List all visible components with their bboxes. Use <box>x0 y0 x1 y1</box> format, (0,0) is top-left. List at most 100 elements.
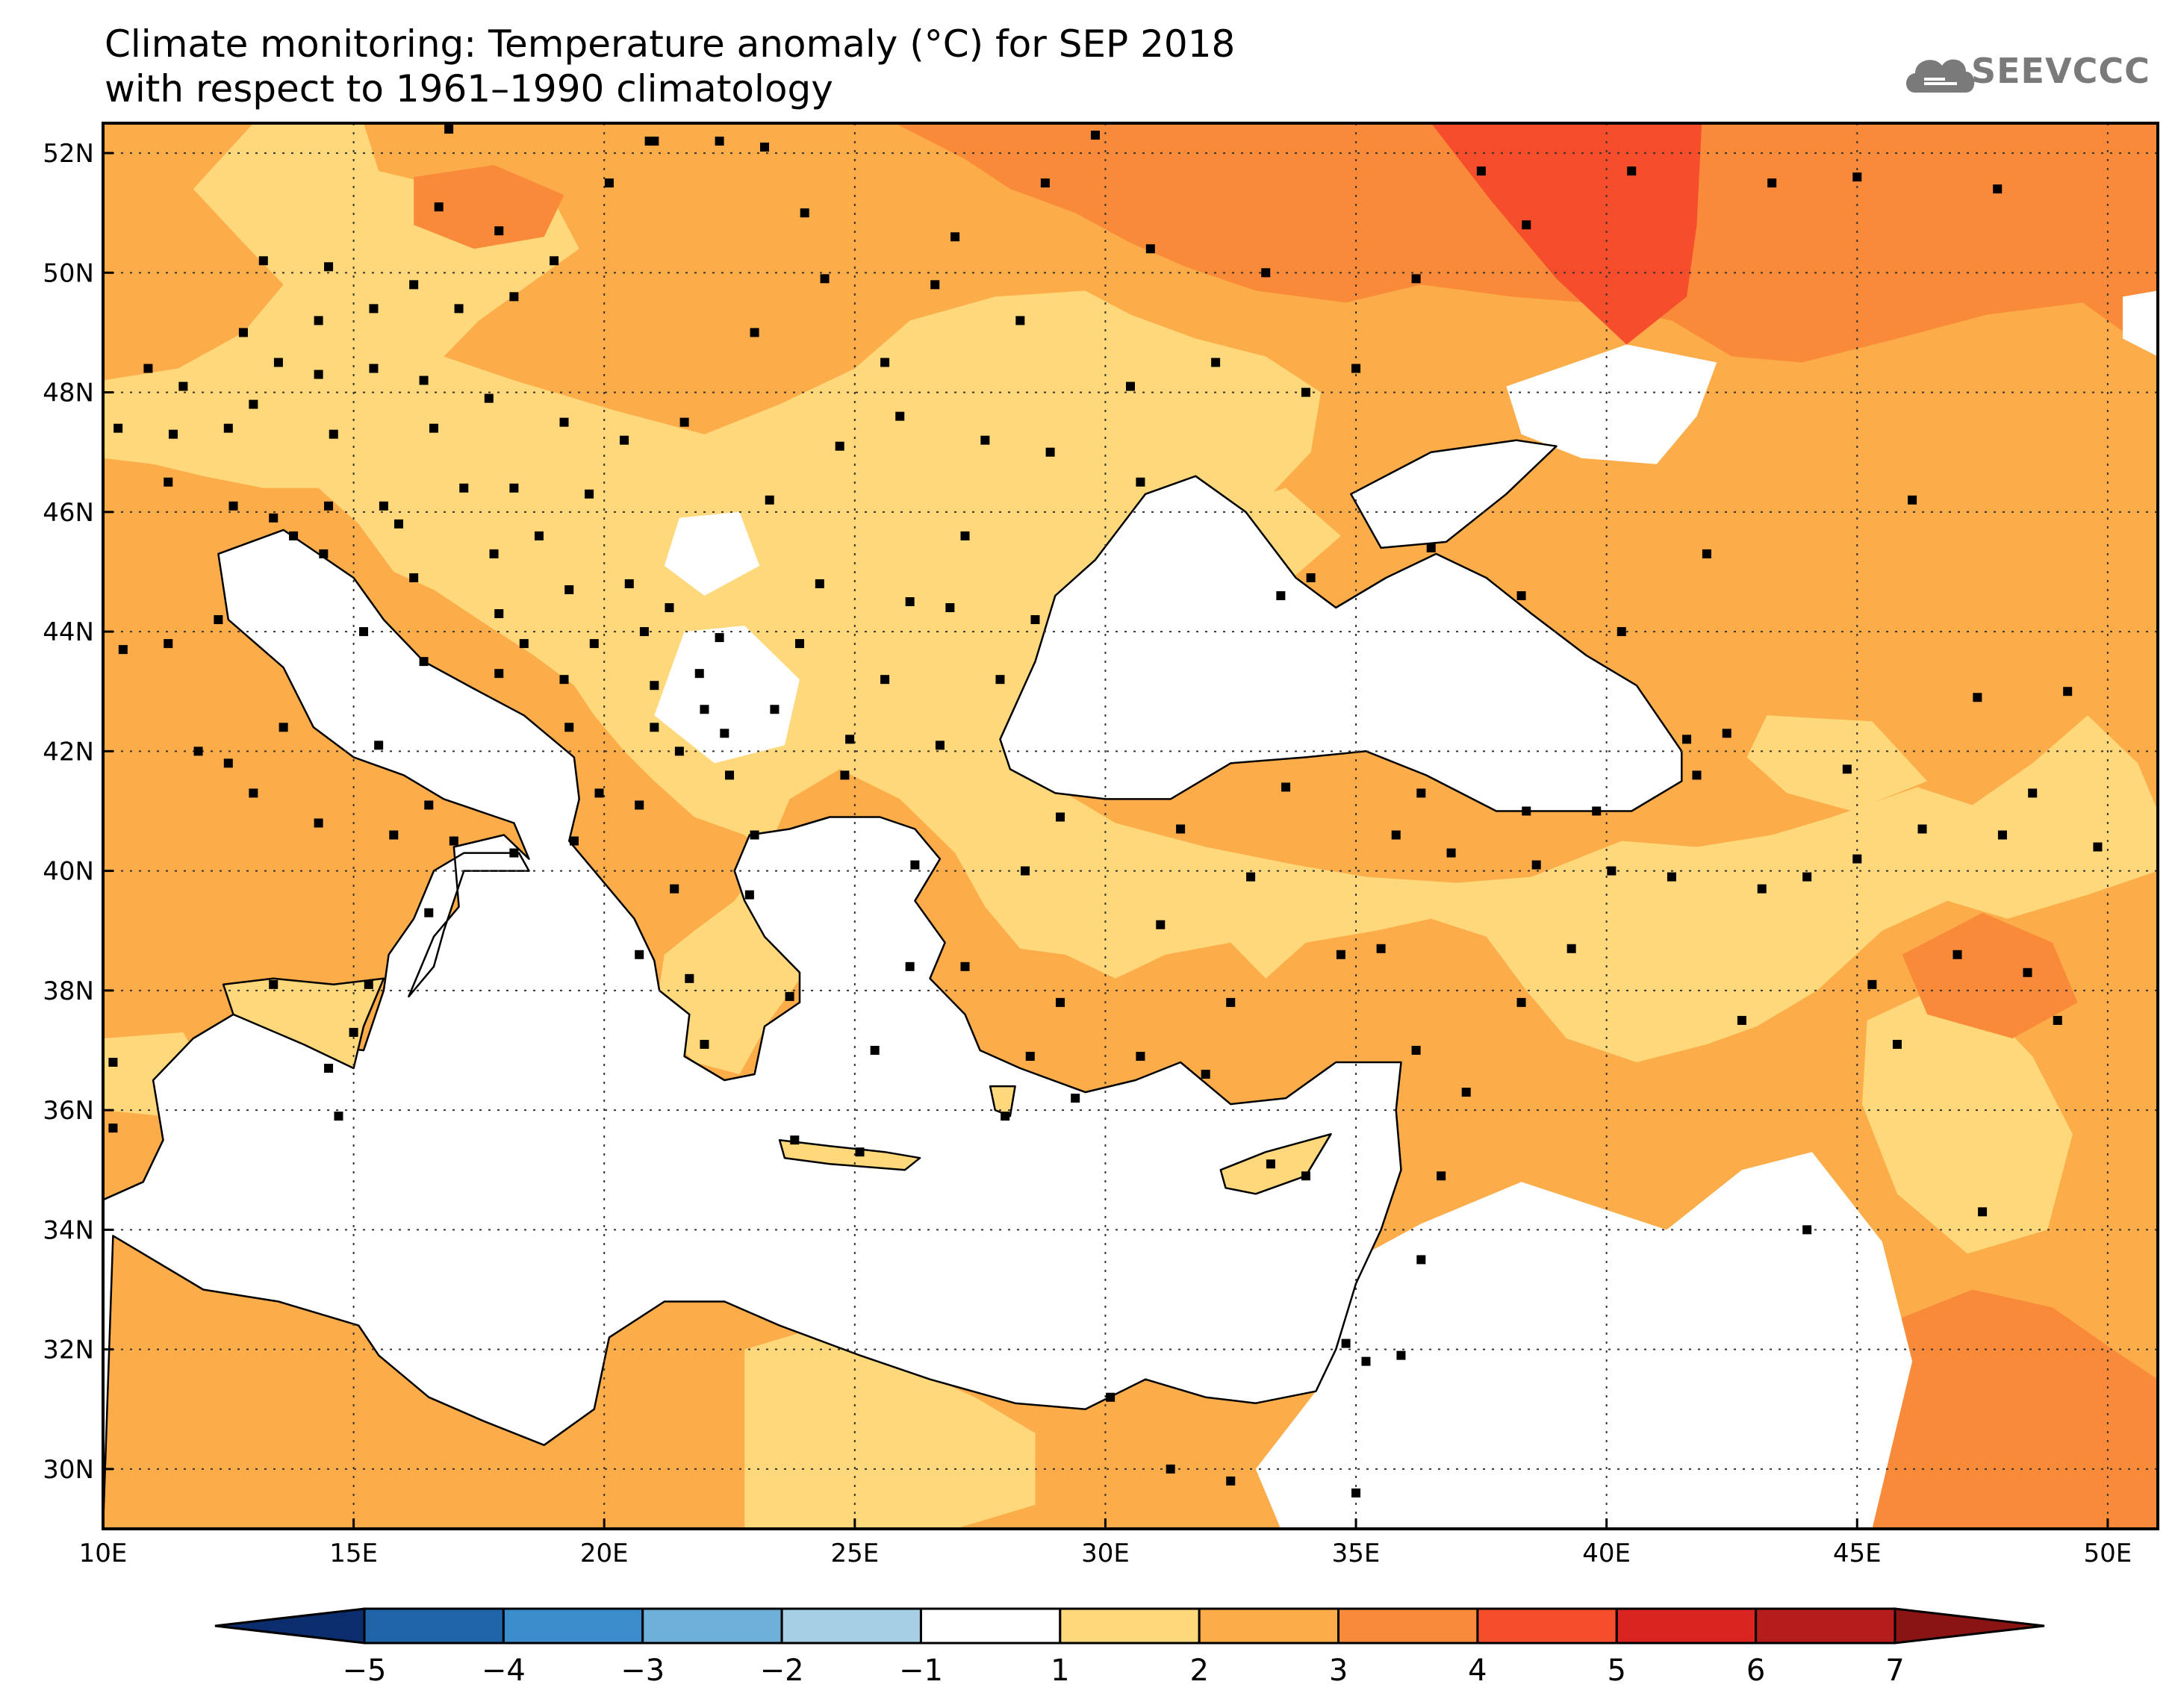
station-marker <box>1166 1464 1175 1474</box>
station-marker <box>289 531 299 540</box>
station-marker <box>1266 1159 1275 1169</box>
station-marker <box>1476 166 1486 176</box>
station-marker <box>1993 184 2003 194</box>
station-marker <box>228 501 238 511</box>
lat-tick-label: 32N <box>43 1335 94 1365</box>
station-marker <box>1908 495 1917 505</box>
station-marker <box>674 747 684 756</box>
station-marker <box>534 531 544 540</box>
station-marker <box>1246 872 1256 882</box>
station-marker <box>790 1135 800 1145</box>
anomaly-region-1-2-5 <box>744 1319 1036 1529</box>
colorbar-label: 6 <box>1746 1654 1765 1688</box>
station-marker <box>635 800 644 810</box>
station-marker <box>910 860 920 870</box>
station-marker <box>1852 854 1862 864</box>
station-marker <box>429 423 439 433</box>
colorbar-label: 7 <box>1885 1654 1904 1688</box>
lon-tick-label: 10E <box>79 1539 128 1568</box>
lat-tick-label: 46N <box>43 498 94 528</box>
station-marker <box>1021 866 1030 876</box>
station-marker <box>720 729 729 738</box>
station-marker <box>1396 1350 1406 1360</box>
station-marker <box>905 961 915 971</box>
station-marker <box>1045 447 1055 457</box>
colorbar-min-arrow <box>214 1607 366 1645</box>
station-marker <box>1627 166 1637 176</box>
station-marker <box>589 639 599 649</box>
station-marker <box>2093 842 2103 852</box>
colorbar-label: 4 <box>1468 1654 1487 1688</box>
station-marker <box>650 681 659 691</box>
station-marker <box>715 137 724 146</box>
station-marker <box>765 495 774 505</box>
colorbar: −5 −4 −3 −2 −1 1 2 3 4 5 6 7 <box>214 1607 2045 1688</box>
station-marker <box>845 735 855 744</box>
gridlines <box>103 123 2158 1529</box>
station-marker <box>1056 997 1065 1007</box>
lon-tick-label: 45E <box>1833 1539 1882 1568</box>
station-marker <box>108 1058 118 1068</box>
station-marker <box>760 143 770 152</box>
station-marker <box>1306 573 1316 582</box>
station-marker <box>1446 848 1456 858</box>
station-marker <box>945 603 955 613</box>
station-marker <box>750 328 759 337</box>
colorbar-box <box>641 1607 783 1645</box>
station-marker <box>319 549 329 558</box>
station-marker <box>1917 824 1927 834</box>
anomaly-region-1-2-3 <box>1746 715 1928 811</box>
station-marker <box>1617 627 1626 637</box>
station-marker <box>509 483 519 493</box>
station-marker <box>670 884 679 894</box>
lon-tick-label: 25E <box>830 1539 879 1568</box>
station-marker <box>249 788 258 798</box>
colorbar-box <box>1476 1607 1618 1645</box>
station-marker <box>679 417 689 427</box>
station-marker <box>665 603 674 613</box>
station-marker <box>1737 1015 1746 1025</box>
station-marker <box>314 370 323 379</box>
station-marker <box>895 411 905 421</box>
station-marker <box>1607 866 1617 876</box>
station-marker <box>193 747 203 756</box>
cloud-icon <box>1906 59 1975 93</box>
crete <box>778 1138 921 1171</box>
station-marker <box>364 979 373 989</box>
rhodes <box>989 1085 1016 1118</box>
colorbar-box <box>1059 1607 1201 1645</box>
station-marker <box>2023 967 2032 977</box>
map-subtitle: with respect to 1961–1990 climatology <box>105 67 833 110</box>
sea-of-azov <box>1350 439 1558 549</box>
station-marker <box>519 639 529 649</box>
lon-tick-label: 15E <box>329 1539 378 1568</box>
colorbar-label: 1 <box>1051 1654 1069 1688</box>
station-marker <box>1351 1488 1361 1497</box>
station-marker <box>258 256 268 266</box>
station-marker <box>815 579 824 588</box>
lon-tick-label: 50E <box>2084 1539 2132 1568</box>
station-marker <box>409 280 419 290</box>
station-marker <box>1301 387 1310 397</box>
colorbar-label: −3 <box>620 1654 665 1688</box>
station-marker <box>494 669 504 679</box>
station-marker <box>1867 979 1877 989</box>
station-marker <box>359 627 369 637</box>
lat-tick-label: 48N <box>43 378 94 408</box>
station-marker <box>2063 687 2073 696</box>
station-marker <box>374 741 384 750</box>
station-marker <box>118 645 128 655</box>
station-marker <box>1892 1039 1902 1049</box>
station-marker <box>1802 1225 1812 1235</box>
station-marker <box>424 800 434 810</box>
lat-tick-label: 42N <box>43 737 94 767</box>
station-marker <box>1176 824 1186 834</box>
station-marker <box>1757 884 1767 894</box>
station-marker <box>1301 1171 1310 1181</box>
station-marker <box>484 393 494 403</box>
station-marker <box>1667 872 1676 882</box>
station-marker <box>995 675 1005 685</box>
station-marker <box>1261 268 1271 278</box>
station-marker <box>1025 1051 1035 1061</box>
station-marker <box>1416 788 1426 798</box>
